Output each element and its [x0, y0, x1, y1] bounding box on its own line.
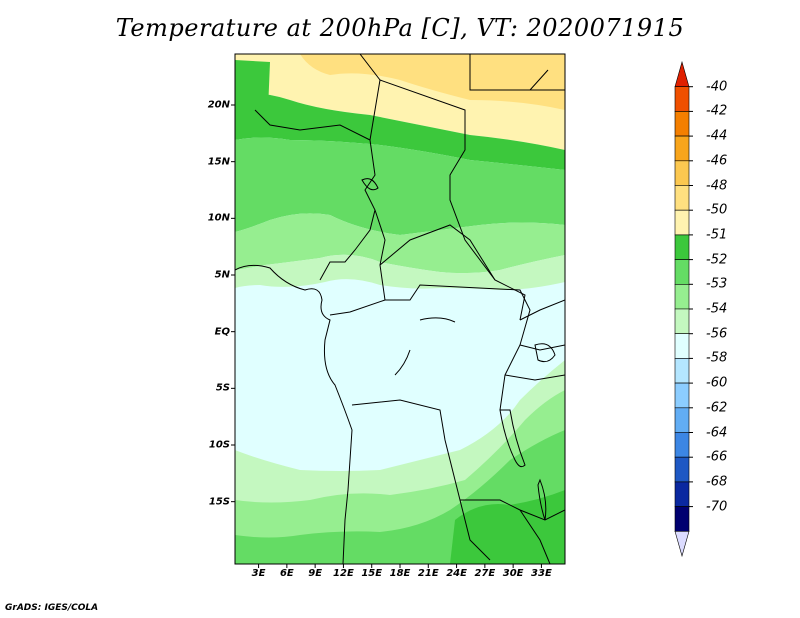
lon-label: 27E — [474, 568, 496, 579]
colorbar-segment — [674, 234, 690, 260]
lat-label: EQ — [214, 326, 230, 338]
colorbar-label: -68 — [706, 474, 728, 490]
coastline-west-africa — [235, 264, 353, 564]
lake-chad — [361, 178, 379, 191]
colorbar-label: -50 — [706, 202, 728, 218]
border-east-africa — [504, 299, 565, 381]
lat-label: 10N — [207, 212, 230, 224]
border-car — [379, 224, 526, 321]
field-band-minus52-53 — [235, 137, 565, 235]
lat-label: 5S — [215, 382, 230, 394]
colorbar-segment — [674, 506, 690, 532]
lon-label: 9E — [308, 568, 323, 579]
lon-label: 21E — [417, 568, 439, 579]
lon-label: 12E — [333, 568, 354, 579]
colorbar-segment — [674, 432, 690, 458]
colorbar-label: -58 — [706, 350, 728, 366]
colorbar-segment — [674, 111, 690, 137]
border-nigeria — [254, 109, 376, 281]
colorbar-segment — [674, 60, 690, 87]
colorbar-label: -42 — [706, 103, 728, 119]
border-niger-chad — [359, 54, 496, 281]
lake-tanganyika — [499, 409, 526, 468]
colorbar-label: -44 — [706, 128, 728, 144]
colorbar-segment — [674, 358, 690, 384]
colorbar-label: -46 — [706, 153, 728, 169]
colorbar-segment — [674, 86, 690, 112]
colorbar-label: -56 — [706, 326, 728, 342]
border-drc-angola — [351, 399, 565, 521]
colorbar-segment — [674, 284, 690, 310]
temperature-field — [235, 54, 565, 564]
colorbar-segment — [674, 135, 690, 162]
colorbar-segment — [674, 209, 690, 236]
lon-label: 3E — [251, 568, 266, 579]
lon-label: 30E — [502, 568, 524, 579]
map-title: Temperature at 200hPa [C], VT: 202007191… — [115, 14, 685, 42]
lat-label: 20N — [207, 99, 230, 111]
colorbar-segment — [674, 160, 690, 186]
lake-malawi — [537, 478, 547, 521]
colorbar-segment — [674, 308, 690, 334]
lat-ticks — [231, 104, 235, 503]
lon-label: 24E — [446, 568, 467, 579]
lat-label: 15N — [207, 156, 230, 168]
field-band-minus53-54 — [235, 213, 565, 274]
colorbar-label: -70 — [706, 499, 728, 515]
lon-ticks — [258, 564, 542, 568]
colorbar-segment — [674, 407, 690, 433]
colorbar-label: -64 — [706, 425, 728, 440]
river-congo — [394, 317, 456, 376]
colorbar-segment — [674, 531, 690, 558]
colorbar-label: -52 — [706, 252, 728, 268]
field-patch-south-west — [250, 474, 294, 500]
field-band-minus48-50 — [300, 54, 565, 110]
field-band-minus51-52 — [235, 93, 565, 170]
border-cameroon — [329, 209, 386, 316]
colorbar-segment — [674, 481, 690, 507]
colorbar-segment — [674, 333, 690, 359]
lat-label: 5N — [214, 269, 230, 281]
colorbar-label: -66 — [706, 449, 728, 465]
colorbar — [674, 60, 693, 558]
lat-label: 10S — [208, 439, 230, 451]
colorbar-label: -48 — [706, 178, 728, 193]
lake-victoria — [534, 343, 556, 363]
field-band-south-minus51-52 — [450, 490, 565, 564]
lon-label: 18E — [389, 568, 411, 579]
lon-label: 6E — [279, 568, 294, 579]
lon-label: 33E — [531, 568, 552, 579]
colorbar-segment — [674, 259, 690, 285]
border-congo — [385, 284, 531, 411]
footer-credit: GrADS: IGES/COLA — [5, 603, 99, 613]
colorbar-label: -60 — [706, 375, 728, 391]
colorbar-segment — [674, 382, 690, 409]
colorbar-label: -53 — [706, 276, 728, 292]
field-band-minus51-52-west — [235, 60, 270, 115]
field-band-minus54-55 — [235, 254, 565, 290]
colorbar-label: -40 — [706, 79, 728, 95]
colorbar-label: -54 — [706, 301, 728, 317]
colorbar-label: -51 — [706, 227, 728, 243]
lon-label: 15E — [361, 568, 383, 579]
border-zambia — [459, 499, 551, 564]
boundary-lines — [235, 54, 565, 564]
colorbar-segment — [674, 456, 690, 483]
nile-east-line — [469, 54, 565, 91]
lat-label: 15S — [208, 496, 230, 508]
colorbar-label: -62 — [706, 400, 728, 416]
colorbar-segment — [674, 185, 690, 211]
